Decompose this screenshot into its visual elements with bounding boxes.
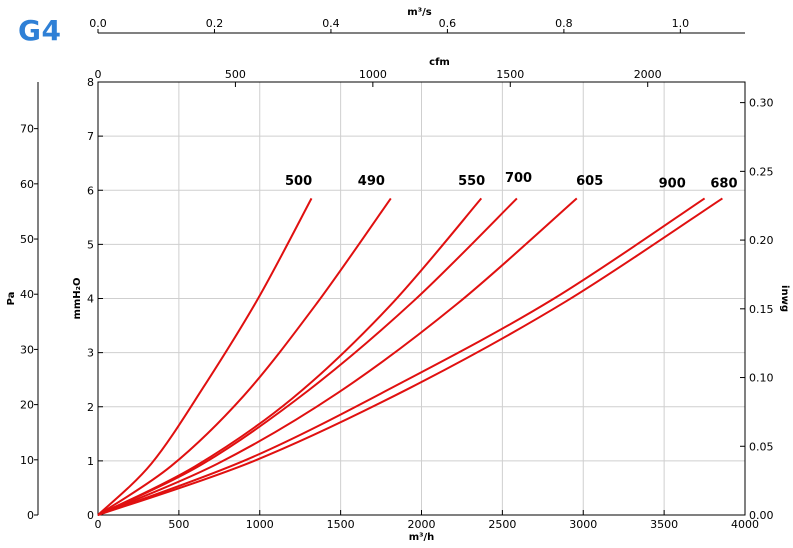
y-axis-title: mmH₂O [72, 277, 83, 319]
m3s-tick-label: 0.8 [555, 17, 573, 30]
cfm-tick-label: 1000 [359, 68, 387, 81]
x-tick-label: 1500 [327, 518, 355, 531]
curve-680 [97, 197, 723, 516]
pa-tick-label: 0 [27, 509, 34, 522]
y-tick-label: 4 [87, 293, 94, 306]
curve-labels-layer: 500 490 550 700 605 900 680 [285, 171, 738, 191]
m3s-tick-label: 0.6 [439, 17, 457, 30]
inwg-tick-label: 0.00 [749, 509, 774, 522]
inwg-tick-label: 0.15 [749, 303, 774, 316]
x-tick-label: 2000 [408, 518, 436, 531]
curve-label-900: 900 [659, 177, 686, 192]
inwg-tick-label: 0.05 [749, 440, 774, 453]
m3s-tick-label: 0.2 [206, 17, 224, 30]
cfm-axis-title: cfm [429, 57, 450, 68]
x-tick-label: 2500 [488, 518, 516, 531]
y-tick-label: 8 [87, 76, 94, 89]
x-tick-label: 3500 [650, 518, 678, 531]
cfm-tick-label: 500 [225, 68, 246, 81]
x-axis-title: m³/h [409, 532, 435, 543]
inwg-tick-label: 0.25 [749, 165, 774, 178]
cfm-tick-label: 0 [95, 68, 102, 81]
curve-490 [97, 197, 392, 516]
y-tick-label: 2 [87, 401, 94, 414]
curve-label-700: 700 [505, 171, 532, 186]
curve-900 [97, 197, 706, 516]
grid-layer [97, 81, 746, 516]
inwg-axis-title: inwg [779, 285, 790, 312]
product-badge: G4 [18, 14, 62, 47]
x-tick-label: 3000 [569, 518, 597, 531]
m3s-axis-title: m³/s [407, 7, 431, 18]
y-tick-label: 1 [87, 455, 94, 468]
pa-tick-label: 20 [20, 399, 34, 412]
inwg-tick-label: 0.30 [749, 97, 774, 110]
pa-axis-title: Pa [6, 292, 17, 306]
pa-tick-label: 50 [20, 233, 34, 246]
y-tick-label: 7 [87, 130, 94, 143]
curve-550 [97, 197, 483, 516]
curve-label-550: 550 [458, 174, 485, 189]
pa-tick-label: 10 [20, 454, 34, 467]
x-tick-label: 0 [95, 518, 102, 531]
cfm-tick-label: 2000 [634, 68, 662, 81]
pa-tick-label: 70 [20, 123, 34, 136]
y-tick-label: 5 [87, 238, 94, 251]
cfm-tick-label: 1500 [496, 68, 524, 81]
curve-500 [97, 197, 313, 516]
curve-label-680: 680 [710, 177, 737, 192]
curve-605 [97, 197, 578, 516]
x-tick-label: 4000 [731, 518, 759, 531]
axes-layer: 0 500 1000 1500 2000 2500 3000 3500 4000m³/h0123… [6, 7, 790, 543]
inwg-tick-label: 0.10 [749, 372, 774, 385]
curve-label-605: 605 [576, 174, 603, 189]
pa-tick-label: 40 [20, 288, 34, 301]
curves-layer [97, 197, 723, 516]
x-tick-label: 500 [168, 518, 189, 531]
y-tick-label: 3 [87, 347, 94, 360]
pa-tick-label: 30 [20, 343, 34, 356]
y-tick-label: 0 [87, 509, 94, 522]
x-tick-label: 1000 [246, 518, 274, 531]
inwg-tick-label: 0.20 [749, 234, 774, 247]
curve-label-490: 490 [358, 174, 385, 189]
pa-tick-label: 60 [20, 178, 34, 191]
y-tick-label: 6 [87, 184, 94, 197]
m3s-tick-label: 1.0 [672, 17, 690, 30]
m3s-tick-label: 0.0 [89, 17, 107, 30]
m3s-tick-label: 0.4 [322, 17, 340, 30]
curve-label-500: 500 [285, 174, 312, 189]
curve-700 [97, 197, 518, 516]
